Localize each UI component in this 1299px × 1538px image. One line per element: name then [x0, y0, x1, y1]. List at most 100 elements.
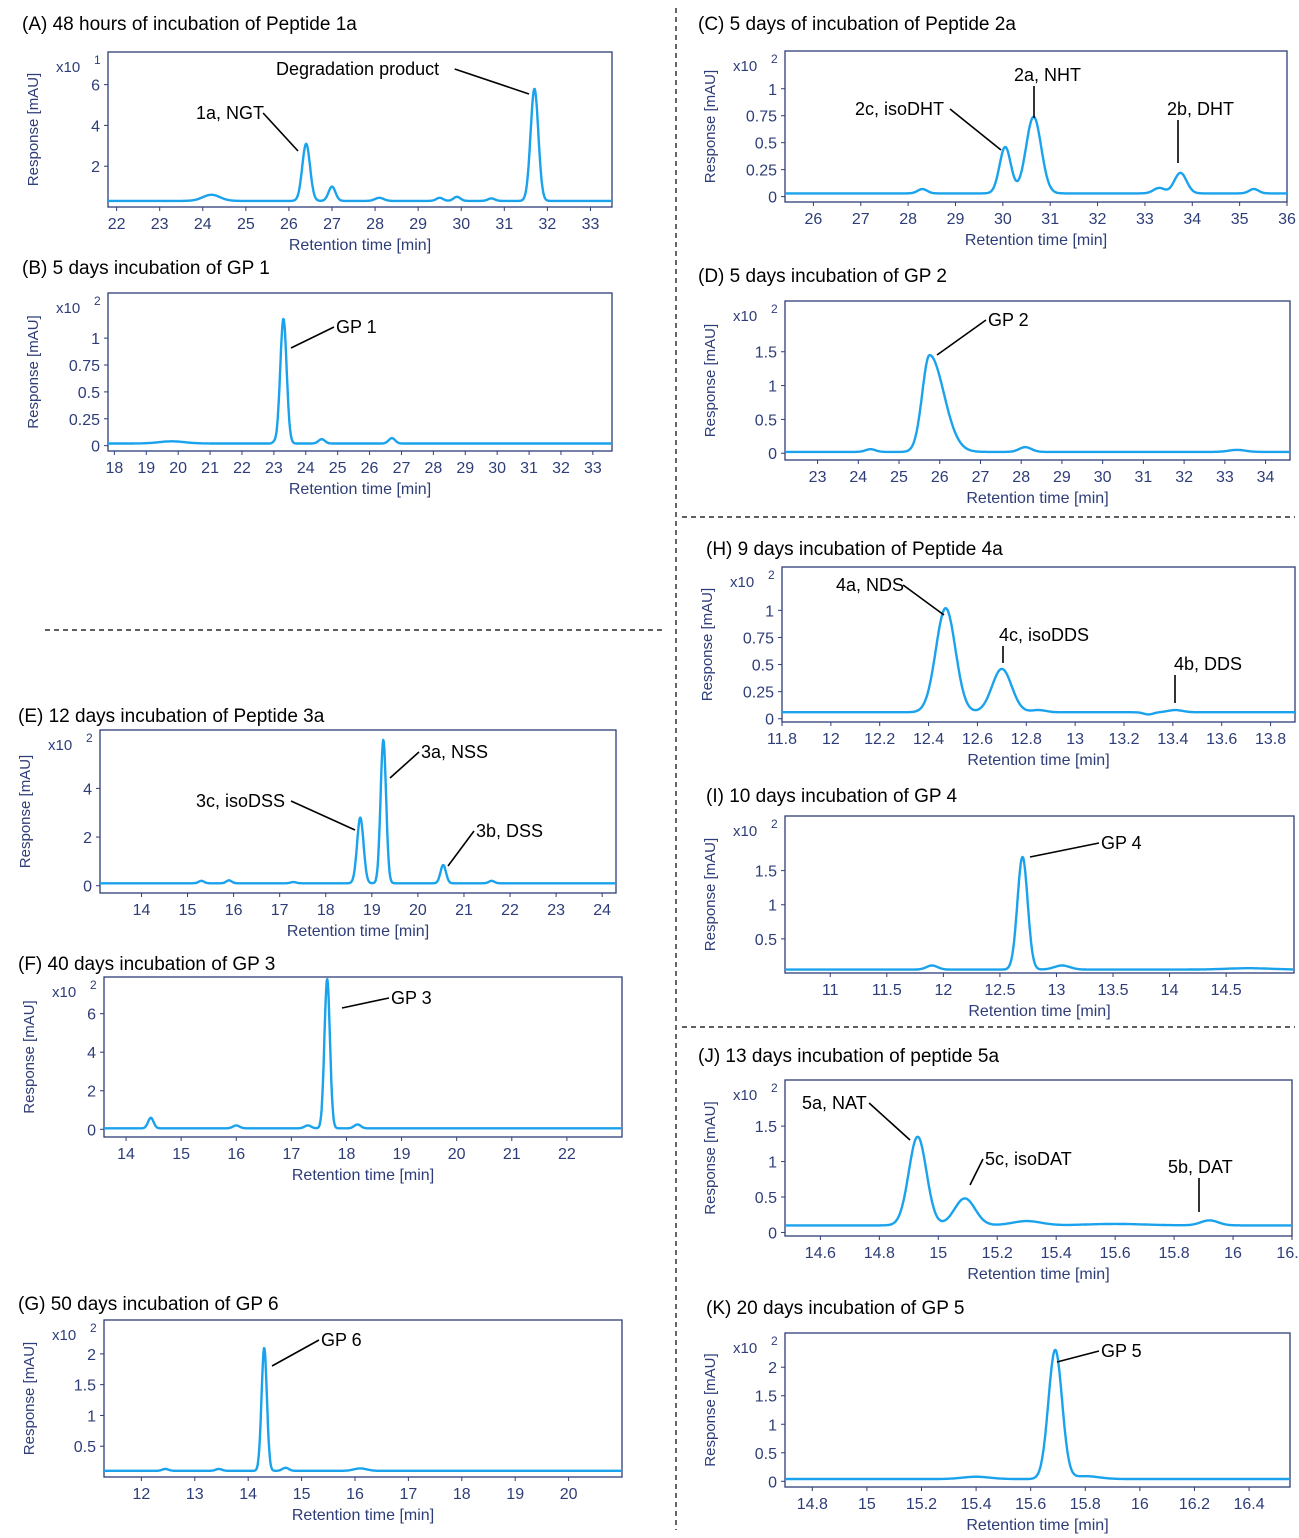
x-axis-label: Retention time [min] — [966, 1517, 1108, 1534]
y-tick-label: 4 — [87, 1045, 96, 1062]
y-multiplier: x10 — [56, 59, 80, 76]
x-tick-label: 19 — [393, 1146, 411, 1163]
x-tick-label: 27 — [852, 211, 870, 228]
signal-trace — [107, 87, 613, 203]
x-tick-label: 14 — [239, 1486, 257, 1503]
y-multiplier: x10 — [52, 984, 76, 1001]
y-multiplier-exponent: 2 — [771, 302, 778, 316]
peak-label: 4c, isoDDS — [999, 625, 1089, 645]
x-tick-label: 25 — [329, 460, 347, 477]
y-axis-label: Response [mAU] — [21, 1342, 38, 1455]
x-tick-label: 14.6 — [805, 1245, 836, 1262]
peak-leader-line — [447, 830, 475, 867]
x-tick-label: 15.6 — [1015, 1496, 1046, 1513]
chart-panel-I: (I) 10 days incubation of GP 4 x10 2 Respon… — [702, 786, 1295, 1020]
x-tick-label: 13.6 — [1206, 731, 1237, 748]
plot-frame — [784, 50, 1288, 203]
plot-frame — [784, 1079, 1293, 1237]
chart-title: (D) 5 days incubation of GP 2 — [698, 266, 947, 287]
peak-label: GP 4 — [1101, 833, 1142, 853]
y-tick-label: 0 — [768, 1474, 777, 1491]
chart-title: (I) 10 days incubation of GP 4 — [706, 786, 957, 807]
peak-label: 4a, NDS — [836, 575, 904, 595]
x-tick-label: 18 — [105, 460, 123, 477]
y-tick-label: 6 — [87, 1007, 96, 1024]
y-multiplier-exponent: 2 — [90, 1321, 97, 1335]
peak-leader-line — [271, 1339, 320, 1367]
x-axis-label: Retention time [min] — [292, 1507, 434, 1524]
y-axis-label: Response [mAU] — [702, 1353, 719, 1466]
y-tick-label: 0.5 — [752, 658, 774, 675]
x-tick-label: 24 — [194, 216, 212, 233]
x-axis-label: Retention time [min] — [967, 752, 1109, 769]
y-axis-label: Response [mAU] — [25, 73, 42, 186]
chart-title: (K) 20 days incubation of GP 5 — [706, 1298, 964, 1319]
x-tick-label: 31 — [495, 216, 513, 233]
x-tick-label: 26 — [361, 460, 379, 477]
x-tick-label: 15 — [172, 1146, 190, 1163]
y-axis-label: Response [mAU] — [25, 315, 42, 428]
peak-label: 3c, isoDSS — [196, 791, 285, 811]
y-tick-label: 2 — [91, 159, 100, 176]
peak-label: 5c, isoDAT — [985, 1149, 1072, 1169]
x-tick-label: 32 — [538, 216, 556, 233]
x-tick-label: 23 — [809, 469, 827, 486]
x-tick-label: 14.8 — [864, 1245, 895, 1262]
y-multiplier: x10 — [733, 1087, 757, 1104]
plot-frame — [784, 815, 1295, 974]
x-tick-label: 32 — [1089, 211, 1107, 228]
y-tick-label: 0.5 — [78, 385, 100, 402]
x-tick-label: 22 — [558, 1146, 576, 1163]
y-tick-label: 0.5 — [755, 932, 777, 949]
x-tick-label: 14 — [1161, 982, 1179, 999]
x-tick-label: 14.8 — [797, 1496, 828, 1513]
x-tick-label: 24 — [593, 902, 611, 919]
y-multiplier: x10 — [733, 58, 757, 75]
chart-panel-D: (D) 5 days incubation of GP 2 x10 2 Respons… — [698, 266, 1291, 507]
y-tick-label: 2 — [87, 1347, 96, 1364]
plot-frame — [781, 566, 1296, 723]
x-tick-label: 11.5 — [872, 982, 902, 999]
y-tick-label: 0 — [768, 446, 777, 463]
x-axis-label: Retention time [min] — [289, 237, 431, 254]
y-tick-label: 1 — [768, 1155, 777, 1172]
y-tick-label: 4 — [91, 118, 100, 135]
chart-title: (G) 50 days incubation of GP 6 — [18, 1294, 279, 1315]
x-tick-label: 18 — [317, 902, 335, 919]
x-tick-label: 18 — [453, 1486, 471, 1503]
x-tick-label: 21 — [455, 902, 473, 919]
y-tick-label: 1 — [768, 379, 777, 396]
y-tick-label: 0.5 — [755, 412, 777, 429]
y-tick-label: 2 — [768, 1360, 777, 1377]
x-tick-label: 17 — [399, 1486, 417, 1503]
y-tick-label: 1 — [87, 1408, 96, 1425]
y-axis-label: Response [mAU] — [699, 588, 716, 701]
x-axis-label: Retention time [min] — [292, 1167, 434, 1184]
y-multiplier-exponent: 2 — [771, 52, 778, 66]
y-tick-label: 0.75 — [743, 630, 774, 647]
x-tick-label: 33 — [584, 460, 602, 477]
x-axis-label: Retention time [min] — [289, 481, 431, 498]
x-tick-label: 33 — [1136, 211, 1154, 228]
y-tick-label: 4 — [83, 781, 92, 798]
y-tick-label: 0.5 — [755, 1446, 777, 1463]
y-tick-label: 2 — [87, 1084, 96, 1101]
peak-leader-line — [949, 108, 1002, 151]
x-tick-label: 22 — [108, 216, 126, 233]
x-tick-label: 15.4 — [1041, 1245, 1072, 1262]
y-axis-label: Response [mAU] — [702, 70, 719, 183]
x-axis-label: Retention time [min] — [965, 232, 1107, 249]
y-tick-label: 1.5 — [755, 1389, 777, 1406]
x-tick-label: 13.2 — [1108, 731, 1139, 748]
x-tick-label: 13.4 — [1157, 731, 1188, 748]
x-tick-label: 28 — [424, 460, 442, 477]
x-tick-label: 25 — [237, 216, 255, 233]
x-tick-label: 16 — [1224, 1245, 1242, 1262]
peak-label: 2c, isoDHT — [855, 99, 944, 119]
plot-frame — [103, 1319, 623, 1478]
x-tick-label: 29 — [947, 211, 965, 228]
signal-trace — [784, 1135, 1293, 1227]
chart-panel-F: (F) 40 days incubation of GP 3 x10 2 Respon… — [18, 954, 623, 1184]
y-axis-label: Response [mAU] — [702, 1101, 719, 1214]
x-tick-label: 29 — [1053, 469, 1071, 486]
